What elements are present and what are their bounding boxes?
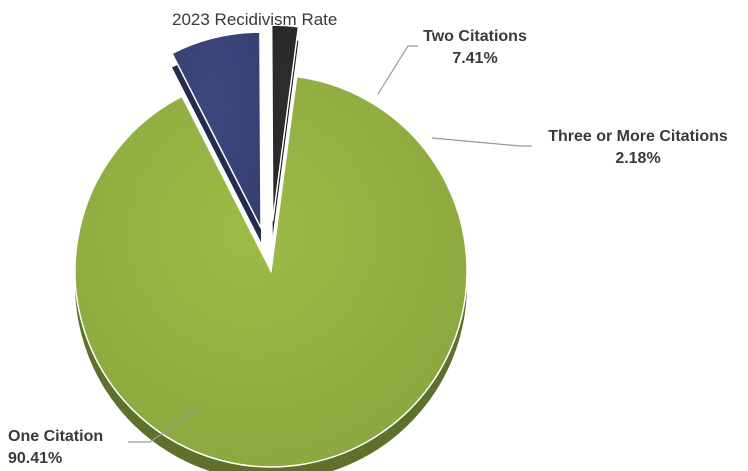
pie-slice-two-citations — [171, 31, 262, 229]
leader-line-three-or-more-citations — [431, 137, 532, 147]
slice-value: 2.18% — [615, 150, 661, 167]
leader-line-one-citation — [128, 409, 197, 443]
slice-label-one-citation: One Citation 90.41% — [8, 426, 103, 470]
pie-slice-one-citation — [74, 75, 468, 468]
slice-label-two-citations: Two Citations 7.41% — [405, 26, 545, 70]
slice-label-three-or-more-citations: Three or More Citations 2.18% — [532, 126, 744, 170]
slice-name: One Citation — [8, 428, 104, 445]
chart-subtitle: 2023 Recidivism Rate — [172, 10, 338, 29]
slice-value: 7.41% — [452, 50, 498, 67]
slice-name: Two Citations — [423, 28, 527, 45]
slice-name: Three or More Citations — [548, 128, 728, 145]
pie-slice-three-or-more-citations — [270, 24, 300, 222]
pie-top-layer — [74, 24, 468, 468]
slice-value: 90.41% — [8, 450, 63, 467]
leader-line-two-citations — [377, 45, 418, 95]
